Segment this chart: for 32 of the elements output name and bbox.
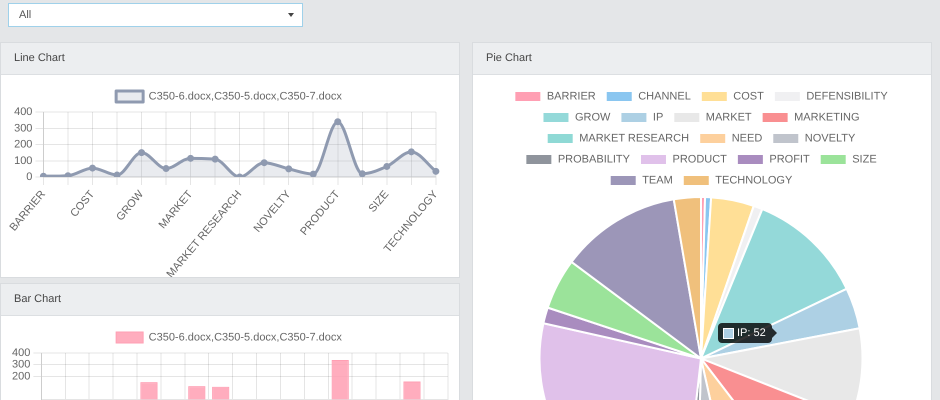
y-tick-label: 400: [12, 347, 30, 360]
legend-label: CHANNEL: [638, 90, 691, 103]
legend-label: MARKETING: [794, 112, 860, 124]
y-tick-label: 300: [14, 122, 32, 134]
legend-label: PRODUCT: [672, 154, 728, 166]
text: IP: 52: [736, 327, 766, 340]
text: All: [19, 9, 32, 21]
legend-label: MARKET RESEARCH: [579, 132, 690, 145]
legend-label: IP: [652, 112, 664, 124]
y-tick-label: 100: [14, 154, 32, 167]
legend-label: TEAM: [642, 174, 673, 187]
y-tick-label: 300: [12, 358, 30, 371]
y-tick-label: 0: [26, 171, 32, 184]
y-tick-label: 200: [14, 138, 32, 151]
legend-label: NEED: [732, 132, 762, 145]
chart-title: Pie Chart: [473, 43, 931, 75]
legend-label: PROFIT: [769, 154, 810, 166]
legend-label: GROW: [574, 112, 612, 124]
legend-label: MARKET: [706, 112, 752, 124]
legend-label: TECHNOLOGY: [715, 174, 793, 187]
y-tick-label: 400: [14, 106, 32, 118]
legend-label: COST: [733, 90, 764, 103]
legend-label: BARRIER: [546, 90, 596, 103]
legend-label: NOVELTY: [804, 132, 856, 145]
y-tick-label: 200: [12, 370, 30, 382]
legend-label: SIZE: [852, 154, 877, 166]
legend-label: PROBABILITY: [558, 154, 631, 166]
legend-label: DEFENSIBILITY: [806, 90, 888, 103]
legend-label: C350-6.docx,C350-5.docx,C350-7.docx: [148, 90, 342, 103]
chart-title: Line Chart: [1, 43, 459, 75]
legend-label: C350-6.docx,C350-5.docx,C350-7.docx: [148, 332, 342, 344]
chart-title: Bar Chart: [1, 284, 459, 316]
